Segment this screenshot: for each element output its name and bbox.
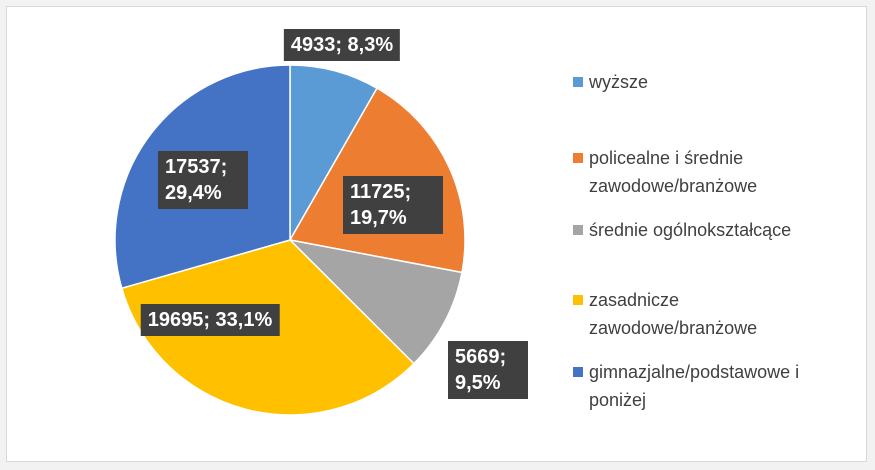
data-label: 5669; 9,5% [448,341,528,399]
legend-swatch [573,77,583,87]
legend-label: policealne i średnie zawodowe/branżowe [589,148,758,196]
legend-swatch [573,225,583,235]
legend-item: wyższe [573,68,835,96]
legend-swatch [573,367,583,377]
legend-item: średnie ogólnokształcące [573,216,835,244]
legend-label: wyższe [589,72,649,92]
legend-item: policealne i średnie zawodowe/branżowe [573,144,835,200]
legend-label: średnie ogólnokształcące [589,220,792,240]
data-label: 4933; 8,3% [283,29,401,61]
legend-item: zasadnicze zawodowe/branżowe [573,286,835,342]
pie-slice [289,64,379,243]
legend-label: zasadnicze zawodowe/branżowe [589,290,758,338]
data-label: 17537; 29,4% [158,151,248,209]
legend-item: gimnazjalne/podstawowe i poniżej [573,358,835,414]
pie-slice [287,238,463,365]
legend-label: gimnazjalne/podstawowe i poniżej [589,362,800,410]
data-label: 19695; 33,1% [140,304,280,336]
legend-swatch [573,153,583,163]
legend-swatch [573,295,583,305]
data-label: 11725; 19,7% [343,176,443,234]
